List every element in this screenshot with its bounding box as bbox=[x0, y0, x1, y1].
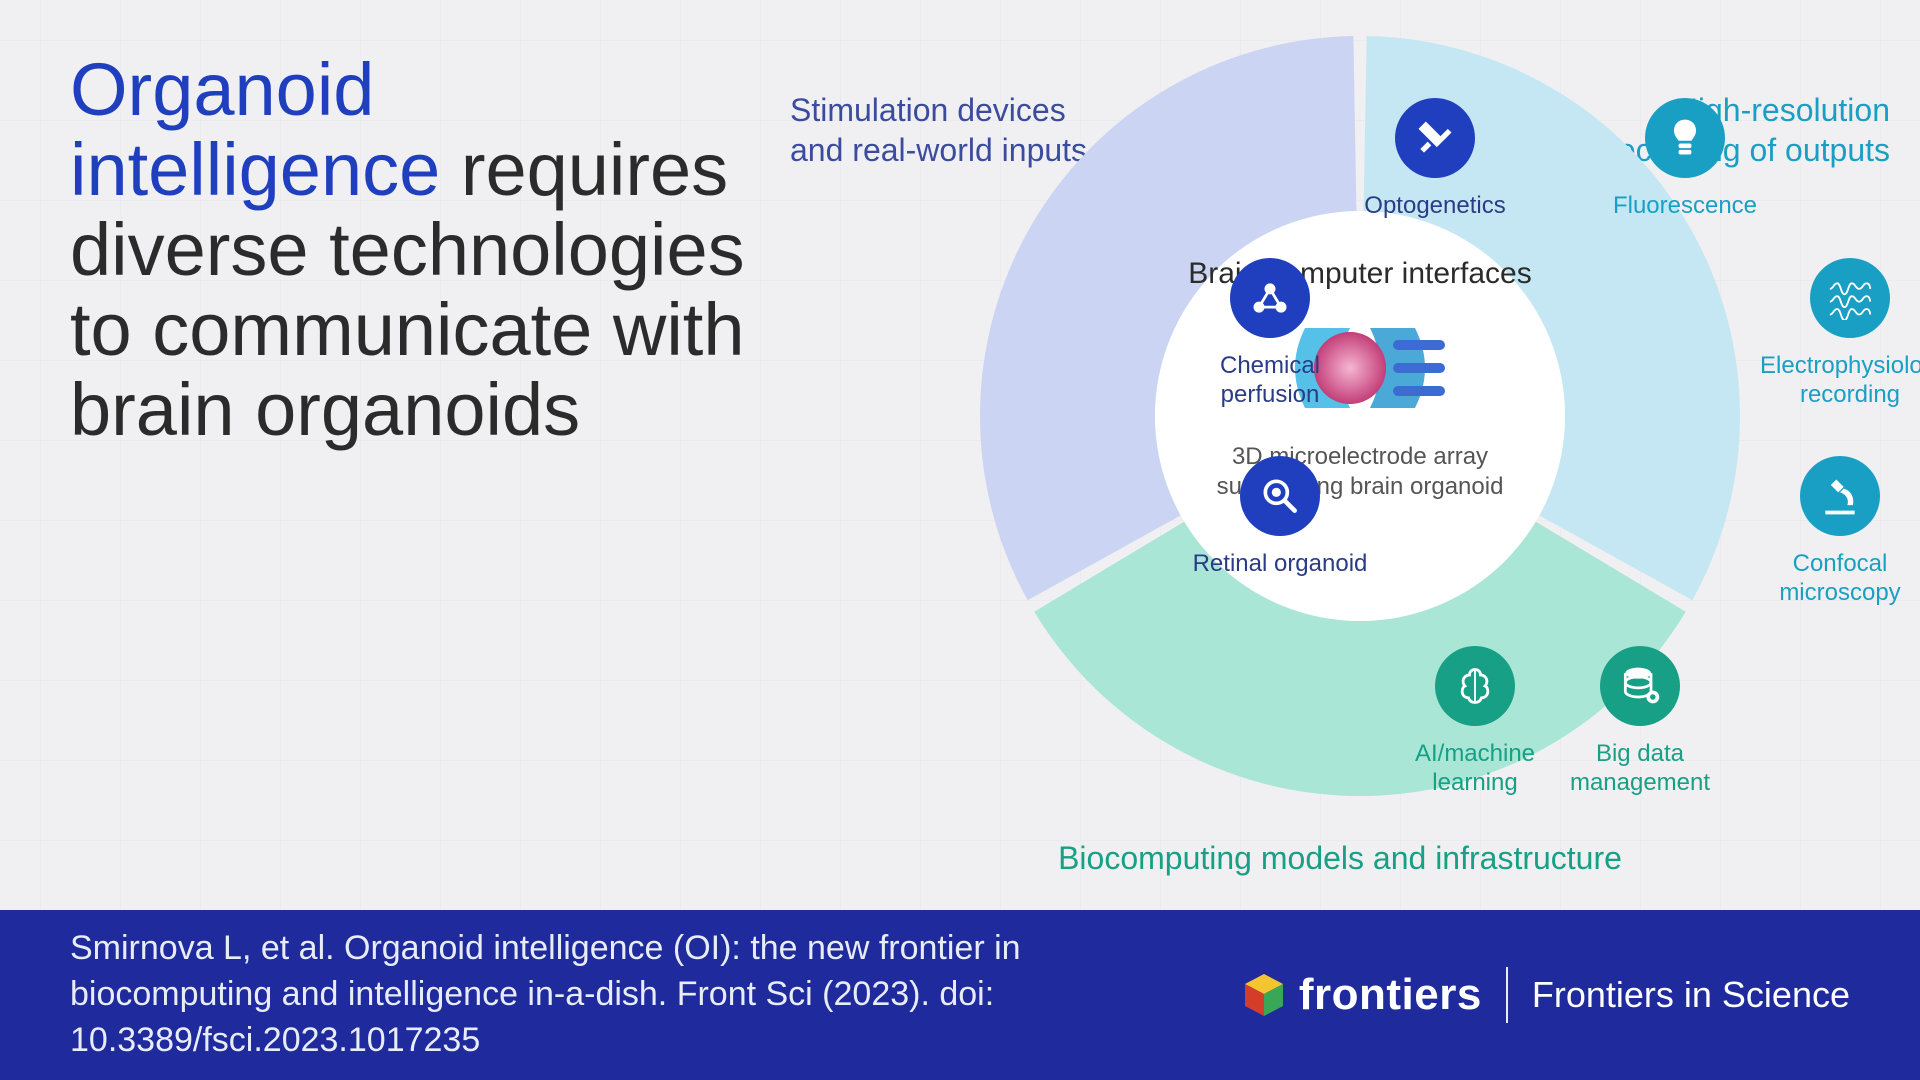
headline-emphasis: Organoid intelligence bbox=[70, 48, 440, 211]
node-chemical-perfusion: Chemical perfusion bbox=[1180, 258, 1360, 410]
brain-icon bbox=[1435, 646, 1515, 726]
eye-magnify-icon bbox=[1240, 456, 1320, 536]
citation-text: Smirnova L, et al. Organoid intelligence… bbox=[70, 926, 1190, 1064]
node-label: Electrophysiology recording bbox=[1760, 352, 1920, 410]
journal-name: Frontiers in Science bbox=[1532, 974, 1850, 1016]
headline: Organoid intelligence requires diverse t… bbox=[70, 50, 750, 450]
flashlight-icon bbox=[1395, 98, 1475, 178]
donut-ring: Brain-computer interfaces 3D microelectr… bbox=[980, 36, 1740, 796]
microscope-icon bbox=[1800, 456, 1880, 536]
node-fluorescence: Fluorescence bbox=[1595, 98, 1775, 221]
frontiers-cube-icon bbox=[1241, 972, 1287, 1018]
footer-bar: Smirnova L, et al. Organoid intelligence… bbox=[0, 910, 1920, 1080]
technology-donut-diagram: Stimulation devices and real-world input… bbox=[780, 30, 1900, 890]
frontiers-logo: frontiers bbox=[1241, 970, 1482, 1020]
molecule-icon bbox=[1230, 258, 1310, 338]
node-retinal-organoid: Retinal organoid bbox=[1190, 456, 1370, 579]
node-label: Optogenetics bbox=[1345, 192, 1525, 221]
node-electrophysiology: Electrophysiology recording bbox=[1760, 258, 1920, 410]
node-label: Confocal microscopy bbox=[1750, 550, 1920, 608]
segment-label-biocomputing: Biocomputing models and infrastructure bbox=[780, 838, 1900, 878]
node-big-data: Big data management bbox=[1550, 646, 1730, 798]
node-ai-machine-learning: AI/machine learning bbox=[1385, 646, 1565, 798]
brand-block: frontiers Frontiers in Science bbox=[1241, 967, 1850, 1023]
brand-separator bbox=[1506, 967, 1508, 1023]
database-gear-icon bbox=[1600, 646, 1680, 726]
node-label: Big data management bbox=[1550, 740, 1730, 798]
waveform-icon bbox=[1810, 258, 1890, 338]
brand-name: frontiers bbox=[1299, 970, 1482, 1020]
node-label: Retinal organoid bbox=[1190, 550, 1370, 579]
node-label: Fluorescence bbox=[1595, 192, 1775, 221]
node-label: AI/machine learning bbox=[1385, 740, 1565, 798]
node-label: Chemical perfusion bbox=[1180, 352, 1360, 410]
node-optogenetics: Optogenetics bbox=[1345, 98, 1525, 221]
bulb-icon bbox=[1645, 98, 1725, 178]
node-confocal-microscopy: Confocal microscopy bbox=[1750, 456, 1920, 608]
